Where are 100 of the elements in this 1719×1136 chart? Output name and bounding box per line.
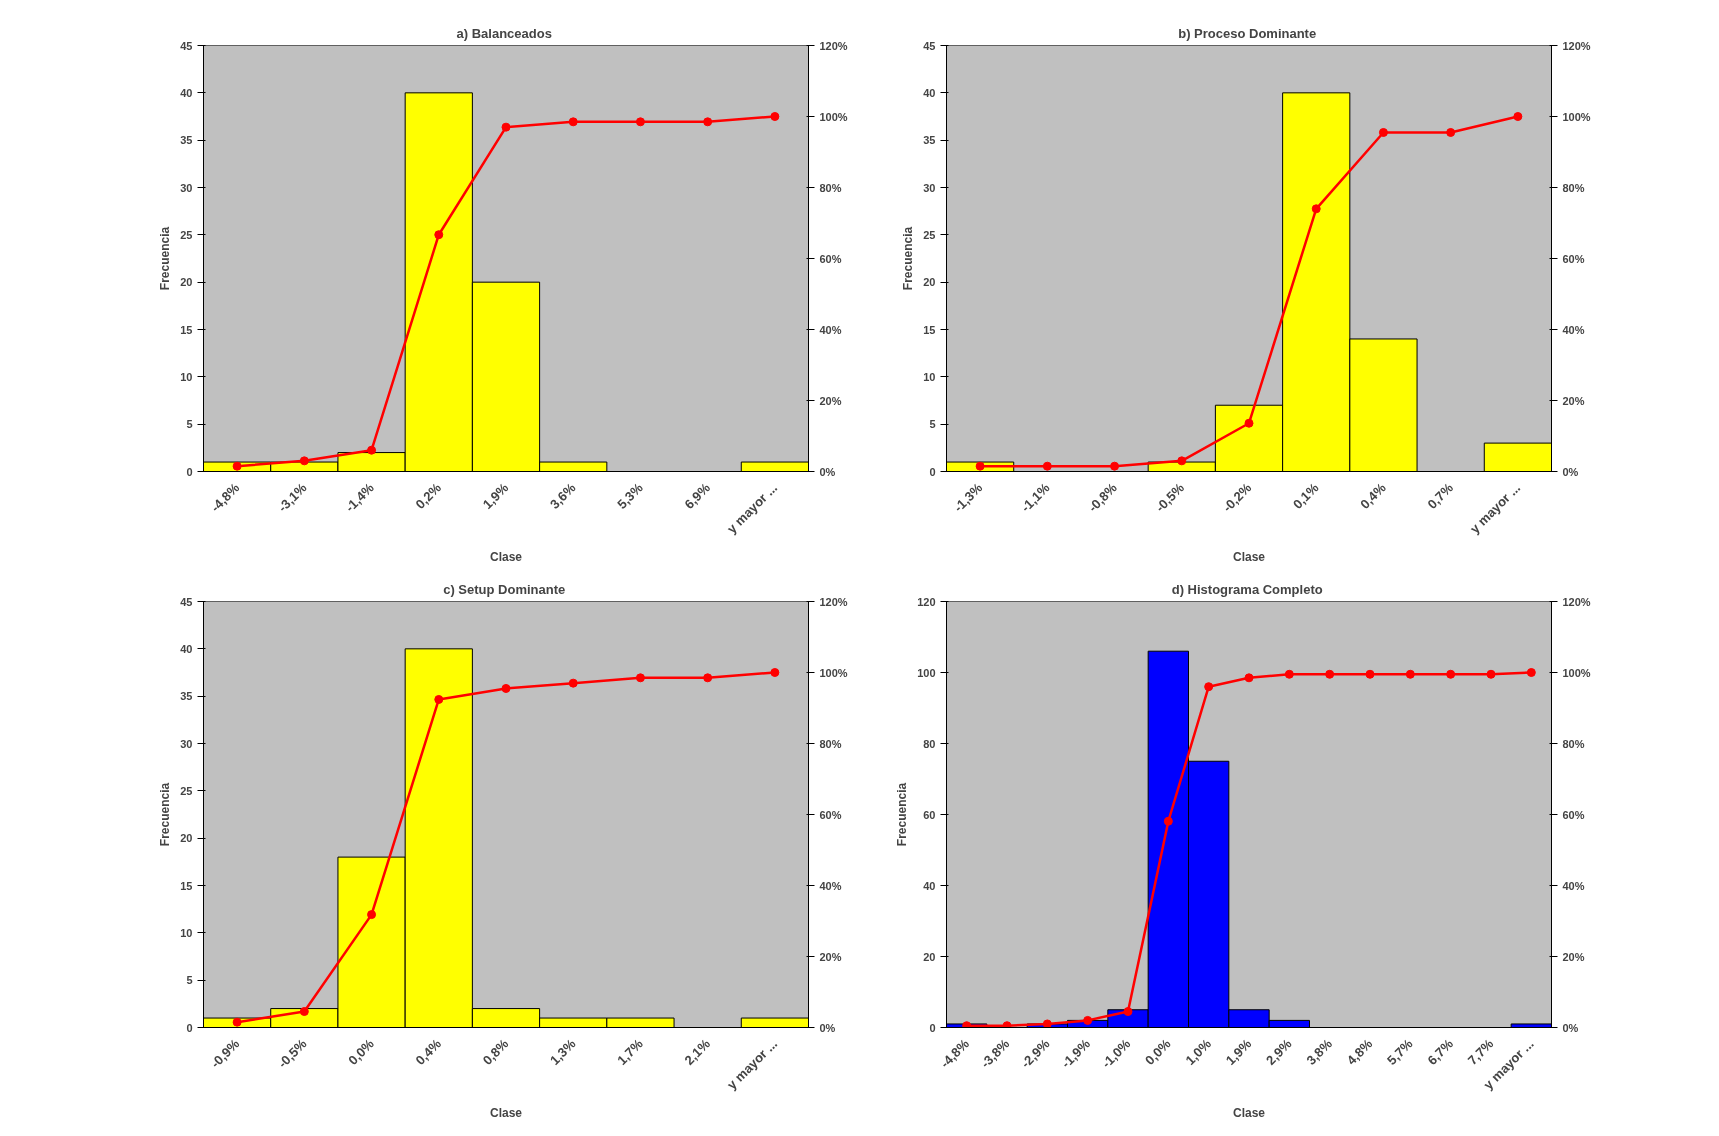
y-tick-label: 40 bbox=[923, 879, 936, 892]
y2-tick-label: 0% bbox=[1562, 1021, 1579, 1034]
point bbox=[635, 117, 645, 127]
point bbox=[434, 694, 444, 704]
y2-tick-label: 60% bbox=[819, 252, 842, 265]
x-axis-title: Clase bbox=[489, 549, 523, 564]
y-tick-label: 10 bbox=[180, 370, 193, 383]
y-tick-label: 5 bbox=[186, 418, 193, 431]
chart-title: b) Proceso Dominante bbox=[1178, 25, 1317, 41]
y-tick-label: 100 bbox=[917, 666, 936, 679]
point bbox=[962, 1021, 972, 1028]
point bbox=[434, 230, 444, 240]
point bbox=[1177, 456, 1187, 466]
y-tick-label: 40 bbox=[923, 86, 936, 99]
y-tick-label: 30 bbox=[180, 181, 193, 194]
y2-tick-label: 120% bbox=[819, 39, 848, 52]
y-tick-label: 120 bbox=[917, 595, 936, 608]
y-tick-label: 35 bbox=[180, 690, 193, 703]
point bbox=[1446, 669, 1456, 679]
point bbox=[232, 1017, 242, 1027]
point bbox=[1244, 673, 1254, 683]
y-tick-label: 20 bbox=[180, 276, 193, 289]
y-tick-label: 20 bbox=[180, 832, 193, 845]
y2-tick-label: 80% bbox=[819, 181, 842, 194]
y2-tick-label: 20% bbox=[819, 950, 842, 963]
point bbox=[299, 456, 309, 466]
y-tick-label: 5 bbox=[186, 974, 193, 987]
y-tick-label: 0 bbox=[929, 1021, 936, 1034]
point bbox=[367, 445, 377, 455]
point bbox=[1110, 461, 1120, 471]
point bbox=[1446, 127, 1456, 137]
y2-tick-label: 80% bbox=[1562, 737, 1585, 750]
y2-tick-label: 60% bbox=[1562, 252, 1585, 265]
y-tick-label: 20 bbox=[923, 276, 936, 289]
y-tick-label: 35 bbox=[923, 134, 936, 147]
y-axis-title: Frecuencia bbox=[158, 782, 173, 847]
y-tick-label: 45 bbox=[180, 39, 193, 52]
point bbox=[367, 910, 377, 920]
y-tick-label: 25 bbox=[180, 784, 193, 797]
y-axis-title: Frecuencia bbox=[901, 226, 916, 291]
chart-title: a) Balanceados bbox=[456, 25, 552, 41]
y-axis-title: Frecuencia bbox=[158, 226, 173, 291]
y-tick-label: 0 bbox=[186, 1021, 193, 1034]
point bbox=[635, 673, 645, 683]
y-tick-label: 15 bbox=[180, 879, 193, 892]
y2-tick-label: 40% bbox=[819, 323, 842, 336]
point bbox=[770, 668, 780, 677]
point bbox=[1244, 418, 1254, 428]
point bbox=[1002, 1021, 1012, 1028]
y-tick-label: 10 bbox=[923, 370, 936, 383]
y-tick-label: 40 bbox=[180, 642, 193, 655]
x-axis-title: Clase bbox=[1232, 549, 1266, 564]
point bbox=[1042, 1019, 1052, 1028]
y2-tick-label: 80% bbox=[1562, 181, 1585, 194]
point bbox=[1526, 668, 1536, 677]
point bbox=[1325, 669, 1335, 679]
y-tick-label: 25 bbox=[180, 228, 193, 241]
point bbox=[703, 673, 713, 683]
y2-tick-label: 120% bbox=[1562, 595, 1591, 608]
point bbox=[1378, 127, 1388, 137]
y-axis-title: Frecuencia bbox=[895, 782, 910, 847]
point bbox=[975, 461, 985, 471]
point bbox=[1365, 669, 1375, 679]
point bbox=[703, 117, 713, 127]
y2-tick-label: 20% bbox=[1562, 950, 1585, 963]
y-tick-label: 15 bbox=[923, 323, 936, 336]
y2-tick-label: 60% bbox=[819, 808, 842, 821]
point bbox=[1311, 204, 1321, 214]
y2-tick-label: 20% bbox=[1562, 394, 1585, 407]
y2-tick-label: 80% bbox=[819, 737, 842, 750]
y-tick-label: 15 bbox=[180, 323, 193, 336]
y-tick-label: 0 bbox=[186, 465, 193, 478]
point bbox=[501, 683, 511, 693]
y-tick-label: 30 bbox=[180, 737, 193, 750]
y2-tick-label: 100% bbox=[1562, 110, 1591, 123]
y-tick-label: 20 bbox=[923, 950, 936, 963]
point bbox=[232, 461, 242, 471]
y-tick-label: 45 bbox=[923, 39, 936, 52]
y2-tick-label: 120% bbox=[1562, 39, 1591, 52]
y2-tick-label: 40% bbox=[819, 879, 842, 892]
y2-tick-label: 40% bbox=[1562, 323, 1585, 336]
y2-tick-label: 100% bbox=[819, 110, 848, 123]
y-tick-label: 45 bbox=[180, 595, 193, 608]
point bbox=[1083, 1015, 1093, 1025]
y2-tick-label: 100% bbox=[1562, 666, 1591, 679]
y2-tick-label: 120% bbox=[819, 595, 848, 608]
y-tick-label: 0 bbox=[929, 465, 936, 478]
y2-tick-label: 100% bbox=[819, 666, 848, 679]
chart-title: d) Histograma Completo bbox=[1171, 581, 1323, 597]
x-axis-title: Clase bbox=[489, 1105, 523, 1120]
point bbox=[501, 122, 511, 132]
y2-tick-label: 60% bbox=[1562, 808, 1585, 821]
point bbox=[568, 678, 578, 688]
y-tick-label: 30 bbox=[923, 181, 936, 194]
y-tick-label: 60 bbox=[923, 808, 936, 821]
y-tick-label: 25 bbox=[923, 228, 936, 241]
y2-tick-label: 40% bbox=[1562, 879, 1585, 892]
x-axis-title: Clase bbox=[1232, 1105, 1266, 1120]
y-tick-label: 40 bbox=[180, 86, 193, 99]
point bbox=[1405, 669, 1415, 679]
